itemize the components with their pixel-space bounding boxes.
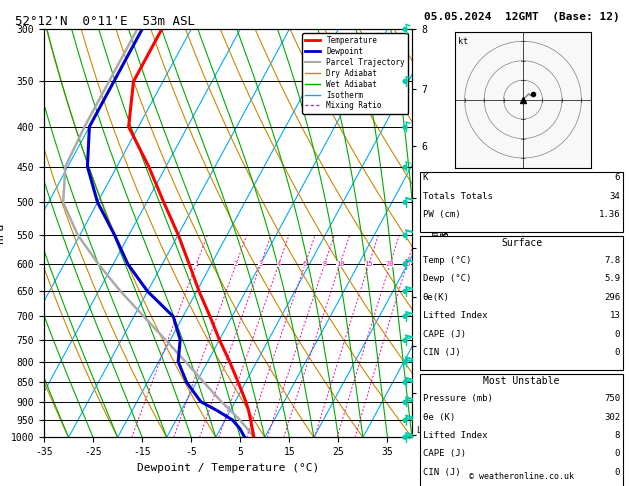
Text: 8: 8 xyxy=(615,431,620,440)
Text: 34: 34 xyxy=(610,192,620,201)
Text: 2: 2 xyxy=(234,261,238,267)
Text: 1.36: 1.36 xyxy=(599,210,620,219)
Text: Temp (°C): Temp (°C) xyxy=(423,256,471,265)
Text: PW (cm): PW (cm) xyxy=(423,210,460,219)
Text: CIN (J): CIN (J) xyxy=(423,348,460,357)
Text: 4: 4 xyxy=(277,261,281,267)
Text: ●: ● xyxy=(401,417,408,423)
Text: ●: ● xyxy=(401,379,408,385)
Text: ●: ● xyxy=(401,26,408,32)
Text: 750: 750 xyxy=(604,394,620,403)
Text: CAPE (J): CAPE (J) xyxy=(423,450,465,458)
Text: 7.8: 7.8 xyxy=(604,256,620,265)
Text: Most Unstable: Most Unstable xyxy=(483,376,560,385)
Text: ●: ● xyxy=(401,124,408,130)
Text: Lifted Index: Lifted Index xyxy=(423,312,487,320)
Text: 6: 6 xyxy=(303,261,307,267)
Text: 13: 13 xyxy=(610,312,620,320)
Text: ●: ● xyxy=(401,78,408,85)
Text: ●: ● xyxy=(401,164,408,170)
Text: ●: ● xyxy=(401,288,408,295)
Y-axis label: km
ASL: km ASL xyxy=(430,225,451,242)
Text: Lifted Index: Lifted Index xyxy=(423,431,487,440)
Text: ●: ● xyxy=(401,434,408,440)
Text: 5.9: 5.9 xyxy=(604,275,620,283)
Text: 3: 3 xyxy=(259,261,263,267)
Text: ●: ● xyxy=(401,199,408,206)
Text: 6: 6 xyxy=(615,174,620,182)
Text: Totals Totals: Totals Totals xyxy=(423,192,493,201)
Text: ●: ● xyxy=(401,261,408,267)
Text: © weatheronline.co.uk: © weatheronline.co.uk xyxy=(469,472,574,481)
Text: Dewp (°C): Dewp (°C) xyxy=(423,275,471,283)
Text: ●: ● xyxy=(401,359,408,364)
Text: 1: 1 xyxy=(194,261,198,267)
Text: 296: 296 xyxy=(604,293,620,302)
Text: 15: 15 xyxy=(365,261,373,267)
Text: Surface: Surface xyxy=(501,238,542,247)
Text: CAPE (J): CAPE (J) xyxy=(423,330,465,339)
Text: kt: kt xyxy=(458,37,468,46)
Text: 0: 0 xyxy=(615,330,620,339)
X-axis label: Dewpoint / Temperature (°C): Dewpoint / Temperature (°C) xyxy=(137,463,319,473)
Text: 20: 20 xyxy=(386,261,394,267)
Text: ●: ● xyxy=(401,313,408,319)
Text: 0: 0 xyxy=(615,468,620,477)
Text: 8: 8 xyxy=(323,261,326,267)
Legend: Temperature, Dewpoint, Parcel Trajectory, Dry Adiabat, Wet Adiabat, Isotherm, Mi: Temperature, Dewpoint, Parcel Trajectory… xyxy=(302,33,408,114)
Text: 0: 0 xyxy=(615,348,620,357)
Text: 25: 25 xyxy=(403,261,411,267)
Text: ●: ● xyxy=(401,399,408,405)
Y-axis label: hPa: hPa xyxy=(0,223,5,243)
Text: 302: 302 xyxy=(604,413,620,421)
Text: θe (K): θe (K) xyxy=(423,413,455,421)
Text: 0: 0 xyxy=(615,450,620,458)
Text: 52°12'N  0°11'E  53m ASL: 52°12'N 0°11'E 53m ASL xyxy=(14,15,194,28)
Text: θe(K): θe(K) xyxy=(423,293,450,302)
Text: K: K xyxy=(423,174,428,182)
Text: 05.05.2024  12GMT  (Base: 12): 05.05.2024 12GMT (Base: 12) xyxy=(423,12,620,22)
Text: Mixing Ratio (g/kg): Mixing Ratio (g/kg) xyxy=(442,186,450,281)
Text: LCL: LCL xyxy=(416,426,431,435)
Text: ●: ● xyxy=(401,337,408,343)
Text: 10: 10 xyxy=(336,261,344,267)
Text: ●: ● xyxy=(401,232,408,238)
Text: Pressure (mb): Pressure (mb) xyxy=(423,394,493,403)
Text: CIN (J): CIN (J) xyxy=(423,468,460,477)
